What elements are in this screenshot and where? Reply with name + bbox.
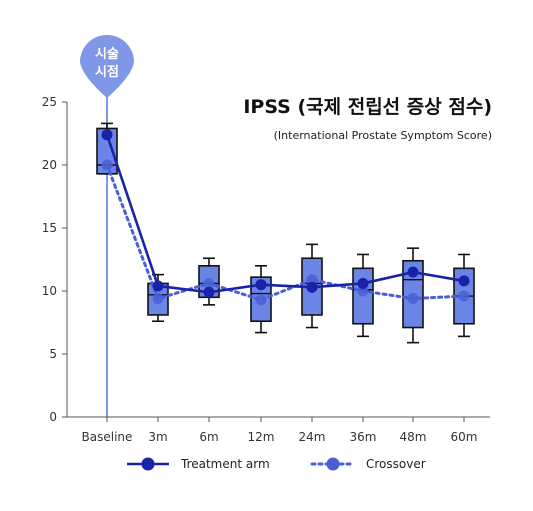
series-point: [306, 274, 318, 286]
series-treatment-arm: [101, 129, 470, 298]
x-tick-label: 6m: [199, 430, 218, 444]
series-point: [203, 277, 215, 289]
legend-marker: [141, 457, 155, 471]
series-point: [152, 293, 164, 305]
y-tick-label: 0: [49, 410, 57, 424]
series-point: [255, 294, 267, 306]
x-tick-label: 3m: [148, 430, 167, 444]
series-crossover: [101, 159, 470, 306]
series-point: [407, 266, 419, 278]
legend-treatment-arm: Treatment arm: [127, 457, 270, 471]
chart-subtitle: (International Prostate Symptom Score): [274, 129, 492, 142]
series-point: [357, 277, 369, 289]
series-line: [105, 134, 465, 294]
legend-marker: [326, 457, 340, 471]
y-tick-label: 20: [42, 158, 57, 172]
y-tick-label: 15: [42, 221, 57, 235]
legend-crossover: Crossover: [310, 457, 426, 471]
x-tick-label: 36m: [350, 430, 377, 444]
box-body: [96, 127, 118, 175]
box-plot: [96, 122, 118, 175]
series-point: [357, 285, 369, 297]
x-tick-label: Baseline: [82, 430, 133, 444]
legend-label: Crossover: [366, 457, 426, 471]
x-tick-label: 12m: [248, 430, 275, 444]
series-point: [101, 129, 113, 141]
procedure-marker-label: 시점: [95, 65, 119, 80]
y-tick-label: 25: [42, 95, 57, 109]
x-tick-label: 24m: [299, 430, 326, 444]
series-point: [101, 159, 113, 171]
series-point: [255, 279, 267, 291]
series-point: [152, 280, 164, 292]
chart-title: IPSS (국제 전립선 증상 점수): [243, 96, 492, 118]
series-point: [458, 275, 470, 287]
x-tick-label: 48m: [400, 430, 427, 444]
procedure-marker-pin-shape: [80, 35, 134, 98]
procedure-marker-label: 시술: [95, 47, 119, 62]
legend-label: Treatment arm: [180, 457, 270, 471]
series-point: [203, 286, 215, 298]
series-point: [458, 290, 470, 302]
series-point: [306, 281, 318, 293]
x-tick-label: 60m: [451, 430, 478, 444]
series-line: [105, 163, 466, 302]
y-tick-label: 10: [42, 284, 57, 298]
y-tick-label: 5: [49, 347, 57, 361]
series-point: [407, 293, 419, 305]
